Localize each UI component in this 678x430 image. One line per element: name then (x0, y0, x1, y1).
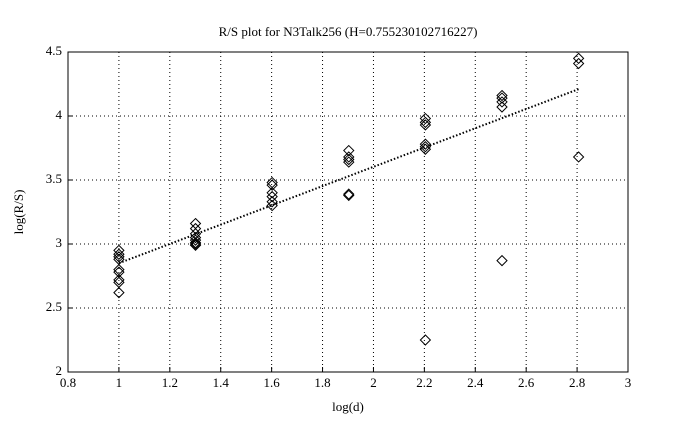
y-tick-label: 4 (56, 107, 63, 122)
marker (343, 151, 355, 163)
plot-frame (67, 51, 629, 373)
x-tick-label: 1 (116, 375, 123, 390)
fit-line (118, 88, 579, 265)
marker (113, 248, 125, 260)
y-tick-label: 3 (56, 235, 63, 250)
y-tick-label: 3.5 (46, 171, 62, 186)
marker (266, 190, 278, 203)
marker (189, 237, 202, 249)
marker (343, 156, 355, 168)
marker (572, 52, 585, 65)
x-tick-label: 2.2 (416, 375, 432, 390)
marker (419, 334, 432, 346)
marker (266, 199, 278, 212)
marker (113, 286, 125, 299)
marker (496, 101, 508, 113)
marker (496, 89, 508, 102)
x-tick-label: 1.8 (314, 375, 330, 390)
marker (343, 188, 355, 200)
y-axis-label: log(R/S) (11, 190, 26, 235)
marker (572, 151, 585, 163)
marker (419, 112, 432, 125)
x-tick-label: 1.2 (162, 375, 178, 390)
marker (496, 254, 508, 267)
x-tick-label: 2.6 (518, 375, 535, 390)
marker (189, 239, 202, 251)
marker (419, 138, 432, 150)
x-tick-label: 1.4 (213, 375, 230, 390)
marker (266, 196, 278, 208)
marker (113, 274, 125, 286)
marker (419, 141, 432, 153)
marker (496, 92, 508, 104)
marker (266, 187, 278, 199)
marker (419, 119, 432, 131)
chart-title: R/S plot for N3Talk256 (H=0.755230102716… (219, 24, 478, 39)
x-tick-label: 3 (625, 375, 632, 390)
marker (343, 144, 355, 157)
marker (572, 57, 585, 70)
x-tick-label: 2 (370, 375, 377, 390)
marker (496, 96, 508, 108)
marker (113, 244, 125, 257)
marker (343, 189, 355, 202)
x-tick-label: 2.8 (569, 375, 585, 390)
marker (189, 222, 202, 235)
x-tick-label: 2.4 (467, 375, 484, 390)
marker (266, 179, 278, 191)
marker (343, 153, 355, 166)
marker (419, 143, 432, 155)
marker (113, 251, 125, 263)
y-tick-label: 2.5 (46, 299, 62, 314)
marker (419, 116, 432, 129)
x-axis-label: log(d) (332, 399, 364, 414)
y-tick-label: 4.5 (46, 43, 62, 58)
y-tick-label: 2 (56, 363, 63, 378)
x-tick-label: 0.8 (60, 375, 76, 390)
marker (189, 238, 202, 250)
marker (189, 234, 202, 246)
x-tick-label: 1.6 (264, 375, 281, 390)
